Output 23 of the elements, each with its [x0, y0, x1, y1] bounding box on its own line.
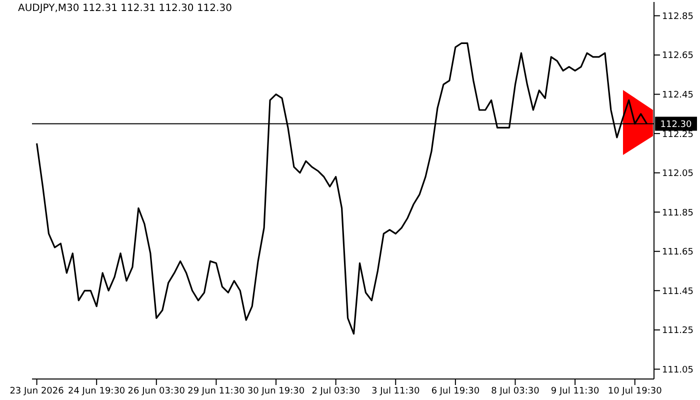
x-tick-label: 30 Jun 19:30: [247, 386, 305, 396]
x-tick-label: 6 Jul 19:30: [431, 386, 480, 396]
y-tick-label: 112.85: [662, 12, 694, 22]
x-tick-label: 3 Jul 11:30: [372, 386, 420, 396]
x-tick-label: 23 Jun 2026: [10, 386, 64, 396]
x-tick-label: 10 Jul 19:30: [608, 386, 662, 396]
y-tick-label: 112.45: [662, 90, 694, 100]
y-tick-label: 112.25: [662, 130, 694, 140]
chart-title: AUDJPY,M30 112.31 112.31 112.30 112.30: [18, 3, 232, 14]
y-tick-label: 111.65: [662, 248, 694, 258]
x-tick-label: 29 Jun 11:30: [188, 386, 246, 396]
x-tick-label: 26 Jun 03:30: [128, 386, 186, 396]
y-tick-label: 111.85: [662, 208, 694, 218]
y-tick-label: 111.25: [662, 326, 694, 336]
x-tick-label: 8 Jul 03:30: [491, 386, 540, 396]
x-tick-label: 2 Jul 03:30: [312, 386, 360, 396]
y-tick-label: 112.65: [662, 51, 694, 62]
y-tick-label: 111.45: [662, 286, 694, 297]
y-tick-label: 112.05: [662, 169, 694, 180]
x-tick-label: 9 Jul 11:30: [550, 386, 600, 396]
ref-line-label: 112.30: [660, 120, 692, 130]
x-tick-label: 24 Jun 19:30: [68, 386, 126, 396]
y-tick-label: 111.05: [662, 365, 694, 376]
